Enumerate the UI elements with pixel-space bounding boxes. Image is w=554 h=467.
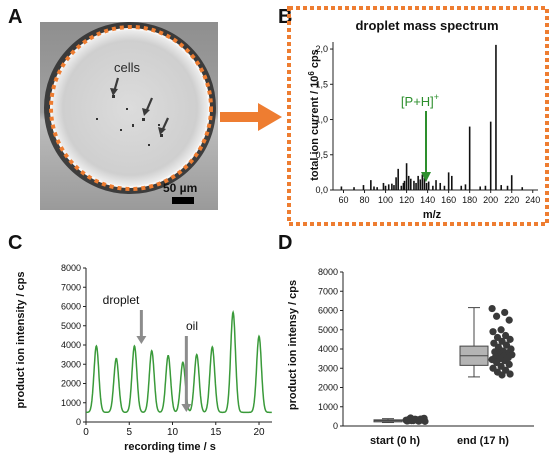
panel-letter-c: C [8, 232, 23, 254]
box-data-point [417, 416, 425, 424]
box-y-tick-label: 3000 [318, 363, 338, 373]
trace-ylabel: product ion intensity / cps [15, 272, 27, 409]
trace-y-tick-label: 6000 [61, 302, 81, 312]
box-y-tick-label: 5000 [318, 325, 338, 335]
trace-x-tick-label: 0 [83, 427, 89, 438]
trace-y-tick-label: 4000 [61, 340, 81, 350]
trace-y-tick-label: 8000 [61, 263, 81, 273]
spectrum-ylabel-unit: cps [309, 49, 321, 71]
trace-xlabel: recording time / s [124, 441, 216, 453]
trace-axes: 0 1000 2000 3000 4000 5000 6000 7000 8000 0 5 10 15 2… [61, 263, 272, 438]
oil-label: oil [186, 319, 198, 333]
trace-line [86, 310, 272, 414]
spectrum-x-tick-label: 160 [441, 195, 456, 205]
trace-x-tick-label: 20 [253, 427, 265, 438]
box-groups: start (0 h) end (17 h) [370, 304, 516, 447]
spectrum-y-tick-label: 2,0 [315, 44, 328, 54]
droplet-orange-outline [49, 25, 213, 191]
box-y-tick-label: 0 [333, 421, 338, 431]
box-group-label: end (17 h) [457, 435, 509, 447]
svg-text:total ion current / 106 cps: total ion current / 106 cps [307, 49, 321, 181]
box-y-tick-label: 4000 [318, 344, 338, 354]
ph-arrow [421, 111, 431, 182]
ph-annotation-main: [P+H] [401, 94, 434, 109]
trace-y-tick-label: 7000 [61, 282, 81, 292]
spectrum-x-tick-label: 220 [504, 195, 519, 205]
box-data-point [501, 308, 509, 317]
spectrum-x-tick-label: 120 [399, 195, 414, 205]
ph-annotation: [P+H]+ [401, 92, 439, 109]
spectrum-x-tick-label: 60 [339, 195, 349, 205]
spectrum-x-tick-label: 180 [462, 195, 477, 205]
box-axes: 0 1000 2000 3000 4000 5000 6000 7000 8000 [318, 267, 534, 431]
spectrum-axes: 60 80 100 120 140 160 180 200 220 240 0,0 0,5 1,0 1,5… [315, 42, 540, 205]
cell-specks [96, 95, 163, 146]
droplet-label: droplet [103, 293, 140, 307]
spectrum-title: droplet mass spectrum [355, 18, 498, 33]
box-data-point [488, 304, 496, 313]
box-group-label: start (0 h) [370, 435, 420, 447]
box-y-tick-label: 1000 [318, 402, 338, 412]
droplet-arrow-head [136, 336, 147, 344]
trace-y-tick-label: 2000 [61, 379, 81, 389]
box-data-point [489, 328, 497, 336]
spectrum-y-tick-label: 0,5 [315, 150, 328, 160]
spectrum-y-tick-label: 1,0 [315, 115, 328, 125]
box-ylabel: product ion intensy / cps [287, 280, 299, 410]
spectrum-y-tick-label: 1,5 [315, 79, 328, 89]
ph-annotation-sup: + [434, 92, 439, 102]
panel-letter-d: D [278, 232, 293, 254]
panel-a-to-b-arrow [220, 103, 282, 131]
spectrum-y-tick-label: 0,0 [315, 185, 328, 195]
trace-y-tick-label: 1000 [61, 398, 81, 408]
trace-x-tick-label: 10 [167, 427, 179, 438]
scale-bar-label: 50 µm [163, 181, 197, 195]
trace-y-tick-label: 3000 [61, 359, 81, 369]
box-data-point [506, 335, 514, 343]
panel-b-orange-frame [287, 6, 549, 226]
box-y-tick-label: 7000 [318, 286, 338, 296]
box-y-tick-label: 2000 [318, 383, 338, 393]
box-data-point [506, 370, 514, 378]
panel-letter-a: A [8, 6, 23, 28]
box-data-point [497, 326, 505, 334]
spectrum-ylabel: total ion current / 106 cps [307, 49, 321, 181]
trace-y-tick-label: 0 [76, 417, 81, 427]
spectrum-ylabel-sup: 6 [307, 71, 316, 76]
spectrum-peaks [340, 44, 524, 190]
trace-y-tick-label: 5000 [61, 321, 81, 331]
box-y-tick-label: 6000 [318, 306, 338, 316]
cells-label: cells [114, 60, 141, 75]
trace-x-tick-label: 15 [210, 427, 222, 438]
spectrum-x-tick-label: 240 [525, 195, 540, 205]
box-data-point [498, 371, 506, 379]
spectrum-x-tick-label: 100 [378, 195, 393, 205]
spectrum-x-tick-label: 140 [420, 195, 435, 205]
box-data-point [505, 316, 513, 324]
box-y-tick-label: 8000 [318, 267, 338, 277]
droplet-interior [51, 29, 209, 187]
spectrum-xlabel: m/z [423, 209, 442, 221]
box-data-point [409, 417, 417, 425]
spectrum-ylabel-main: total ion current / 10 [309, 76, 321, 181]
cell-arrows [110, 77, 169, 135]
trace-markers [136, 310, 192, 412]
svg-text:product ion intensy / cps: product ion intensy / cps [287, 280, 299, 410]
svg-text:product ion intensity / cps: product ion intensity / cps [15, 272, 27, 409]
oil-arrow-head [181, 404, 192, 412]
box-data-point [505, 360, 513, 368]
trace-x-tick-label: 5 [126, 427, 132, 438]
spectrum-x-tick-label: 200 [483, 195, 498, 205]
spectrum-x-tick-label: 80 [360, 195, 370, 205]
box-data-point [493, 312, 501, 320]
scale-bar [172, 197, 194, 204]
